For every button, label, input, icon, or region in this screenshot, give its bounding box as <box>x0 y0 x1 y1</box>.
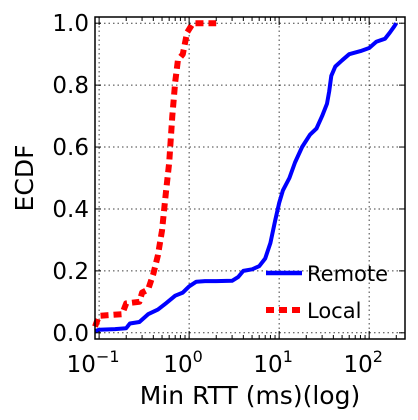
legend: Remote Local <box>266 262 388 323</box>
series-line-remote <box>94 22 398 334</box>
series-line-local <box>92 20 217 328</box>
y-tick-label: 0.0 <box>52 321 89 347</box>
legend-label-remote: Remote <box>307 262 388 286</box>
y-tick-label: 0.2 <box>52 259 89 285</box>
x-tick-label: 10−1 <box>67 347 120 378</box>
x-tick-labels: 10−1 100 101 102 <box>67 347 383 378</box>
y-tick-label: 1.0 <box>52 11 89 37</box>
y-tick-labels: 0.0 0.2 0.4 0.6 0.8 1.0 <box>52 11 89 347</box>
y-tick-label: 0.6 <box>52 135 89 161</box>
legend-label-local: Local <box>307 299 361 323</box>
series-layer <box>92 20 398 334</box>
x-axis-label: Min RTT (ms)(log) <box>140 381 360 410</box>
x-tick-label: 102 <box>343 347 382 378</box>
x-tick-label: 101 <box>253 347 292 378</box>
y-tick-label: 0.8 <box>52 73 89 99</box>
plot-frame <box>94 16 406 340</box>
tick-marks <box>94 17 405 339</box>
y-axis-label: ECDF <box>10 145 39 212</box>
y-tick-label: 0.4 <box>52 197 89 223</box>
x-tick-label: 100 <box>163 347 202 378</box>
